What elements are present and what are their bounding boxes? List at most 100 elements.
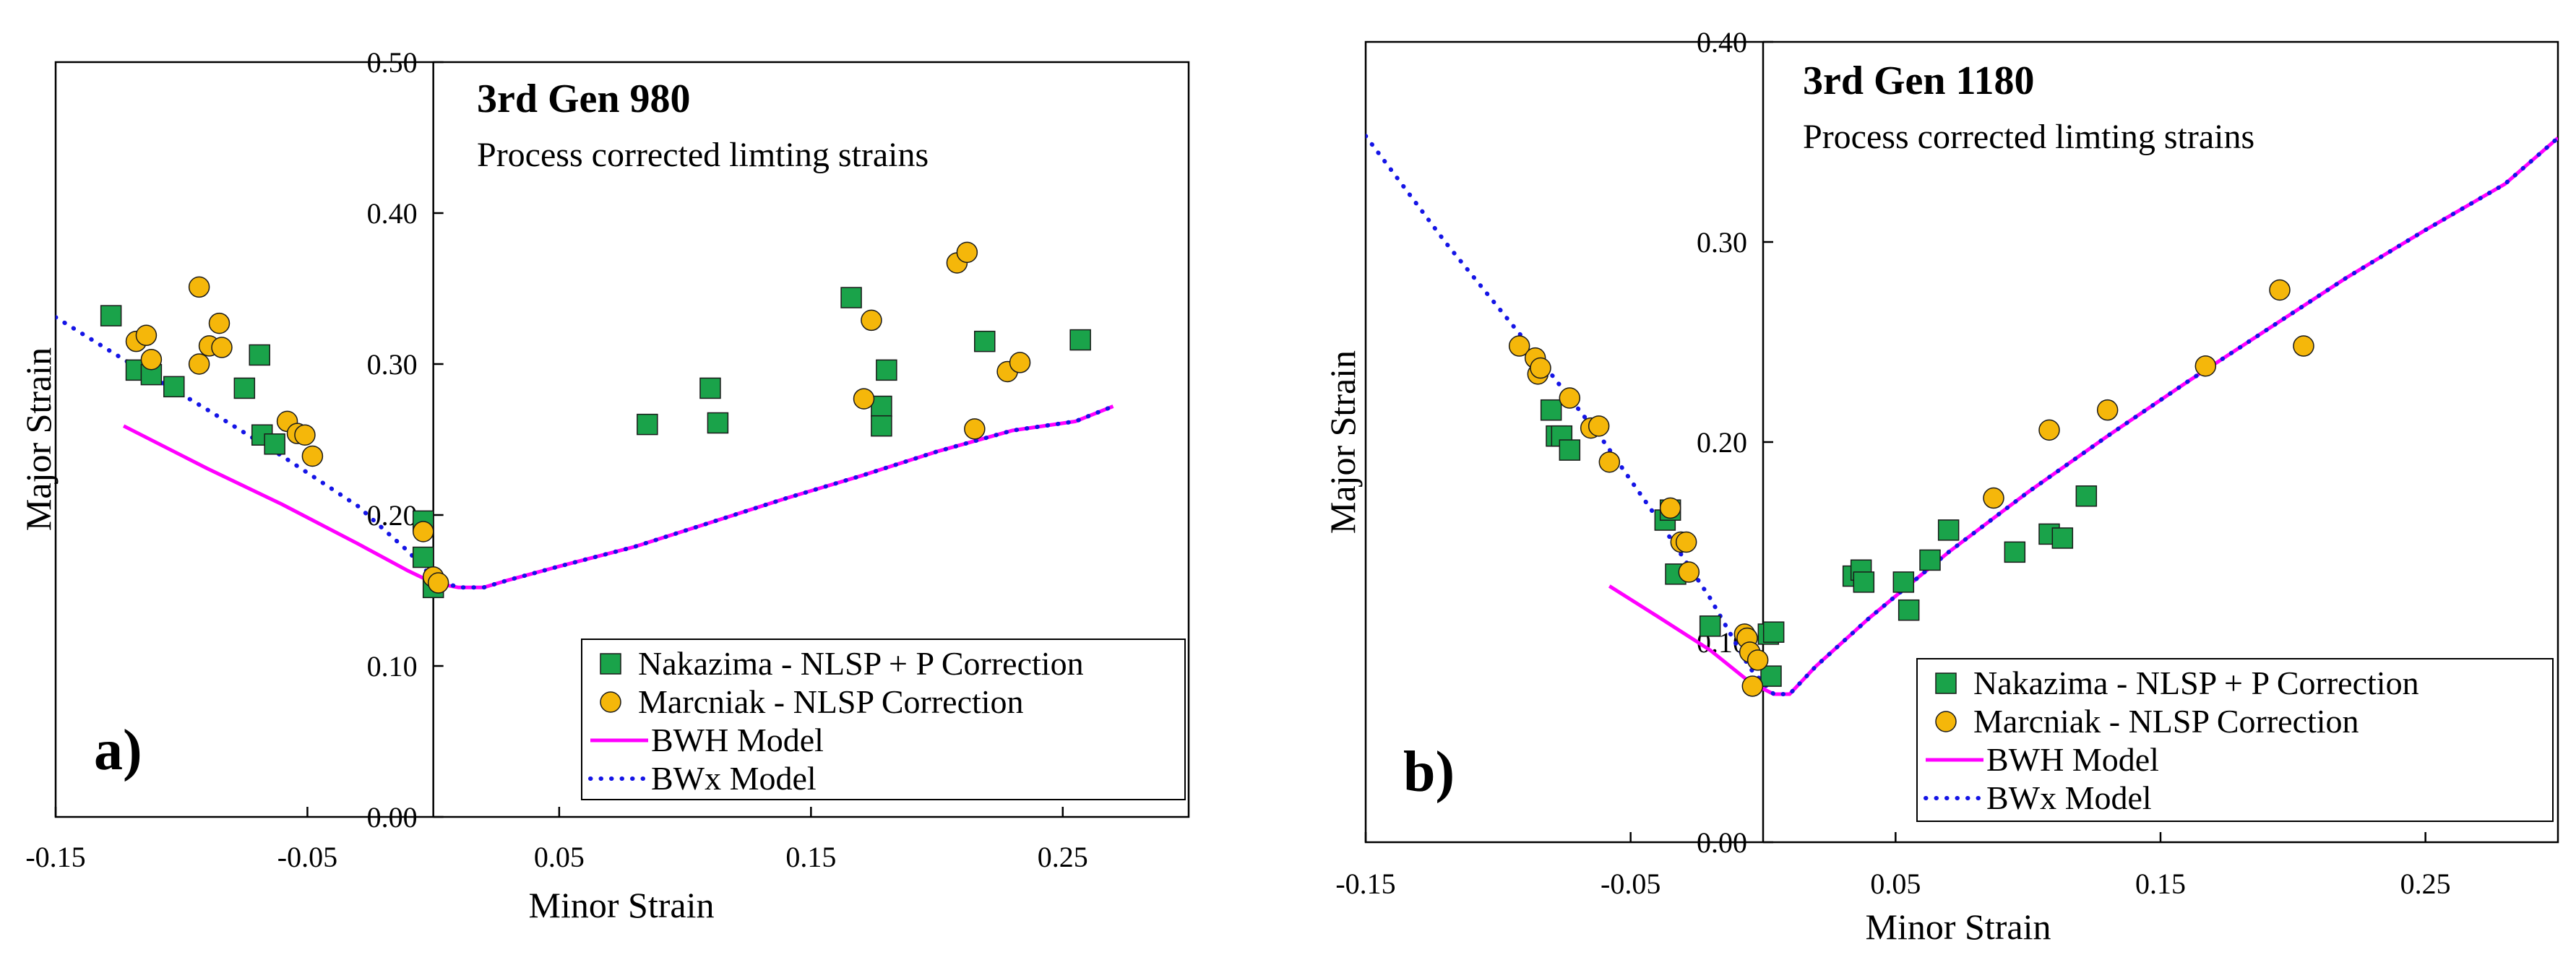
nakazima-data-point	[1897, 599, 1920, 621]
marcniak-data-point	[188, 276, 210, 298]
y-tick-label: 0.10	[367, 650, 418, 683]
marcniak-data-point	[861, 309, 882, 332]
marcniak-data-point	[1598, 451, 1621, 473]
legend-swatch-circle	[1935, 711, 1957, 732]
nakazima-data-point	[871, 395, 892, 417]
nakazima-data-point	[1069, 329, 1091, 351]
nakazima-data-point	[876, 359, 897, 381]
marcniak-data-point	[135, 324, 158, 347]
marcniak-data-point	[1559, 387, 1581, 409]
marcniak-data-point	[2038, 419, 2060, 441]
bwh-model-line	[1608, 137, 2558, 696]
nakazima-data-point	[264, 433, 285, 455]
x-tick-label: 0.15	[785, 841, 836, 873]
y-tick-label: 0.20	[1697, 426, 1747, 459]
nakazima-data-point	[1559, 439, 1581, 461]
chart-title: 3rd Gen 980	[477, 77, 691, 121]
marcniak-data-point	[1741, 675, 1764, 697]
legend-swatch-square	[600, 653, 621, 675]
marcniak-data-point	[140, 348, 163, 371]
y-tick-label: 0.00	[1697, 826, 1747, 859]
marcniak-data-point	[211, 337, 233, 358]
marcniak-data-point	[1983, 487, 2004, 509]
marcniak-data-point	[301, 445, 324, 467]
y-tick-label: 0.40	[367, 197, 418, 230]
nakazima-data-point	[840, 287, 862, 308]
marcniak-data-point	[2096, 399, 2119, 421]
marcniak-data-point	[1530, 357, 1551, 379]
chart-panel-a: -0.15 -0.05 0.05 0.15 0.25 0.000.100.200.300…	[18, 46, 1190, 925]
legend-swatch-circle	[600, 691, 621, 713]
marcniak-data-point	[2293, 335, 2314, 357]
marcniak-data-point	[412, 521, 434, 542]
panel-label: a)	[94, 719, 142, 782]
marcniak-data-point	[1659, 497, 1681, 519]
nakazima-data-point	[1540, 399, 1562, 421]
x-axis-title: Minor Strain	[529, 885, 715, 925]
nakazima-data-point	[163, 376, 185, 398]
y-axis-title: Major Strain	[18, 347, 59, 531]
marcniak-data-point	[208, 312, 231, 334]
marcniak-data-point	[2194, 355, 2217, 377]
legend-box	[1916, 658, 2554, 822]
nakazima-data-point	[2075, 485, 2098, 507]
nakazima-data-point	[1699, 615, 1721, 637]
x-tick-label: -0.15	[25, 841, 85, 873]
y-tick-label: 0.00	[367, 801, 418, 834]
nakazima-data-point	[233, 377, 256, 399]
nakazima-data-point	[871, 415, 892, 437]
x-tick-label: 0.25	[2400, 867, 2451, 900]
marcniak-data-point	[956, 241, 978, 264]
marcniak-data-point	[294, 424, 316, 446]
plot-area	[1366, 134, 2558, 697]
y-axis-ticks: 0.000.100.200.300.40	[1697, 26, 1773, 859]
chart-subtitle: Process corrected limting strains	[1803, 118, 2254, 156]
x-tick-label: 0.05	[1870, 867, 1921, 900]
chart-panel-b: -0.15 -0.05 0.05 0.15 0.25 0.000.100.200.300…	[1322, 26, 2559, 947]
panel-label: b)	[1403, 740, 1455, 804]
marcniak-data-point	[1508, 335, 1530, 357]
nakazima-data-point	[1762, 621, 1785, 643]
x-axis-ticks: -0.15 -0.05 0.05 0.15 0.25	[25, 807, 1088, 873]
nakazima-data-point	[2004, 541, 2026, 563]
legend-label: BWH Model	[651, 722, 824, 758]
nakazima-data-point	[1937, 519, 1960, 541]
y-tick-label: 0.40	[1697, 26, 1747, 59]
legend-label: BWx Model	[1986, 779, 2152, 816]
y-axis-title: Major Strain	[1322, 350, 1363, 534]
nakazima-data-point	[100, 305, 122, 326]
plot-area	[56, 241, 1116, 599]
bwx-model-line	[56, 315, 1116, 590]
plot-frame	[54, 61, 1190, 818]
marcniak-data-point	[188, 353, 210, 375]
marcniak-data-point	[1746, 649, 1769, 671]
y-tick-label: 0.30	[367, 348, 418, 381]
y-tick-label: 0.50	[367, 46, 418, 79]
chart-subtitle: Process corrected limting strains	[477, 136, 929, 174]
x-axis-title: Minor Strain	[1866, 906, 2051, 947]
marcniak-data-point	[1009, 352, 1031, 373]
marcniak-data-point	[964, 418, 986, 440]
nakazima-data-point	[1853, 571, 1875, 593]
y-tick-label: 0.30	[1697, 226, 1747, 259]
nakazima-data-point	[1892, 571, 1915, 593]
legend-label: BWH Model	[1986, 741, 2159, 778]
legend-label: Marcniak - NLSP Correction	[1973, 703, 2359, 740]
marcniak-data-point	[853, 388, 875, 410]
x-tick-label: -0.05	[1601, 867, 1660, 900]
nakazima-data-point	[637, 413, 658, 436]
x-tick-label: 0.05	[534, 841, 585, 873]
legend-box	[581, 639, 1186, 800]
marcniak-data-point	[1675, 531, 1697, 553]
x-axis-ticks: -0.15 -0.05 0.05 0.15 0.25	[1335, 832, 2451, 900]
nakazima-data-point	[699, 377, 721, 399]
x-tick-label: -0.15	[1335, 867, 1395, 900]
nakazima-data-point	[2051, 527, 2074, 549]
y-tick-label: 0.20	[367, 499, 418, 532]
legend-label: BWx Model	[651, 760, 817, 797]
x-tick-label: 0.15	[2135, 867, 2186, 900]
marcniak-data-point	[2269, 279, 2291, 301]
legend-label: Nakazima - NLSP + P Correction	[1973, 665, 2419, 701]
